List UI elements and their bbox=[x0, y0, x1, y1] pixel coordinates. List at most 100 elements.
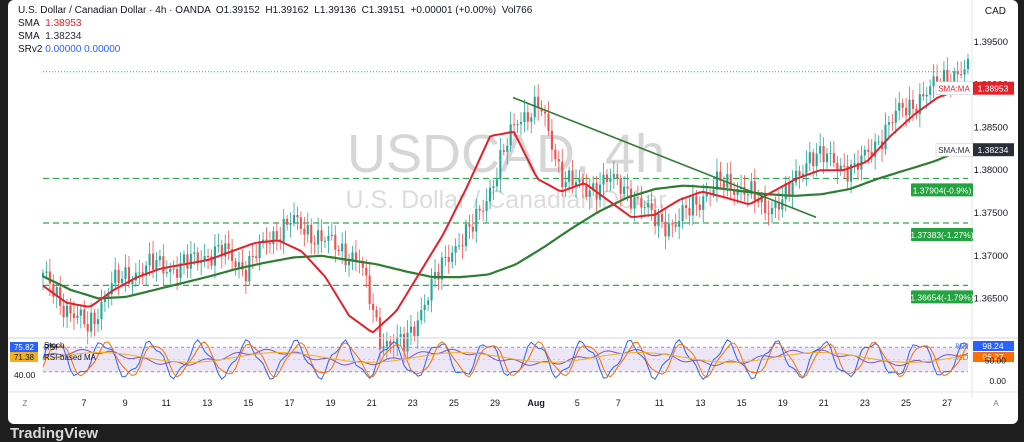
candle-body bbox=[378, 317, 382, 350]
sma-slow-tag-label: SMA:MA bbox=[938, 146, 970, 155]
candle-body bbox=[416, 320, 419, 336]
candle-body bbox=[313, 243, 316, 245]
candle-body bbox=[162, 256, 165, 274]
candle-body bbox=[932, 76, 935, 87]
time-axis-auto-button: A bbox=[993, 399, 999, 408]
candle-body bbox=[856, 162, 860, 170]
sma-slow-line bbox=[42, 149, 962, 300]
ohlc-low: L1.39136 bbox=[314, 5, 357, 16]
candle-body bbox=[557, 159, 560, 162]
candle-body bbox=[96, 319, 100, 325]
candle-body bbox=[399, 334, 402, 337]
price-tick-label: 1.38500 bbox=[974, 122, 1008, 133]
candle-body bbox=[774, 201, 777, 209]
candle-body bbox=[691, 196, 694, 216]
tradingview-logo: TradingView bbox=[10, 425, 99, 442]
candle-body bbox=[599, 184, 602, 200]
time-tick-label: 7 bbox=[81, 398, 86, 408]
candle-body bbox=[767, 213, 770, 215]
candle-body bbox=[217, 245, 220, 247]
candle-body bbox=[151, 253, 155, 270]
candle-body bbox=[430, 278, 433, 301]
support-level-label: 1.37904(-0.9%) bbox=[913, 185, 972, 195]
candle-body bbox=[351, 252, 354, 262]
candle-body bbox=[289, 223, 292, 225]
candle-body bbox=[179, 263, 182, 278]
candle-body bbox=[458, 245, 461, 247]
candle-body bbox=[330, 234, 333, 236]
candle-body bbox=[667, 223, 670, 237]
candle-body bbox=[62, 305, 65, 318]
sma-slow-price-value: 1.38234 bbox=[978, 145, 1009, 155]
sma-slow-legend[interactable]: SMA 1.38234 bbox=[18, 31, 82, 42]
sma-slow-price-badge bbox=[973, 143, 1014, 157]
osc-right-badge bbox=[973, 352, 1014, 362]
candle-body bbox=[241, 262, 244, 270]
candle-body bbox=[812, 152, 815, 167]
osc-left-badge bbox=[10, 342, 38, 352]
sma-slow-value: 1.38234 bbox=[45, 31, 82, 42]
candle-body bbox=[347, 261, 351, 266]
candle-body bbox=[107, 294, 110, 299]
candle-body bbox=[138, 272, 141, 274]
candle-body bbox=[574, 182, 578, 186]
candle-body bbox=[877, 141, 880, 143]
time-tick-label: 29 bbox=[490, 398, 500, 408]
candle-body bbox=[894, 110, 897, 123]
currency-label: CAD bbox=[984, 6, 1006, 17]
candle-body bbox=[623, 186, 626, 194]
srv2-legend[interactable]: SRv2 0.00000 0.00000 bbox=[18, 44, 121, 55]
candle-body bbox=[660, 213, 664, 222]
chart-canvas[interactable]: USDCAD, 4hU.S. Dollar / Canadian Dollar1… bbox=[8, 0, 1018, 424]
candle-body bbox=[361, 262, 364, 268]
candle-body bbox=[354, 252, 357, 262]
candle-body bbox=[777, 201, 780, 210]
candle-body bbox=[482, 210, 485, 212]
candle-body bbox=[227, 243, 230, 250]
candle-body bbox=[440, 257, 443, 280]
candle-body bbox=[344, 243, 347, 266]
candle-body bbox=[657, 213, 660, 227]
sma-fast-legend[interactable]: SMA 1.38953 bbox=[18, 18, 82, 29]
candle-body bbox=[843, 165, 846, 167]
candle-body bbox=[90, 312, 93, 332]
candle-body bbox=[540, 108, 543, 112]
candle-body bbox=[389, 341, 392, 346]
time-tick-label: 13 bbox=[695, 398, 705, 408]
candle-body bbox=[409, 326, 412, 333]
candle-body bbox=[244, 269, 247, 282]
candle-body bbox=[158, 256, 161, 261]
osc-right-tag: %K bbox=[956, 342, 969, 351]
osc-left-marker: 40.00 bbox=[14, 370, 36, 380]
candle-body bbox=[825, 153, 829, 163]
candle-body bbox=[189, 253, 192, 269]
candle-body bbox=[901, 102, 904, 108]
osc-right-tag: %D bbox=[956, 353, 969, 362]
candle-body bbox=[956, 71, 959, 75]
candle-body bbox=[963, 69, 966, 75]
candle-body bbox=[124, 267, 127, 279]
time-tick-label: 13 bbox=[202, 398, 212, 408]
candle-body bbox=[523, 112, 526, 122]
candle-body bbox=[684, 205, 688, 209]
candle-body bbox=[578, 179, 581, 183]
candle-body bbox=[461, 245, 464, 247]
candle-body bbox=[495, 179, 498, 187]
candle-body bbox=[182, 254, 186, 264]
candle-body bbox=[592, 183, 595, 191]
candle-body bbox=[368, 275, 371, 304]
candle-body bbox=[506, 145, 509, 152]
time-tick-label: 11 bbox=[162, 398, 171, 408]
candle-body bbox=[127, 267, 131, 284]
candle-body bbox=[629, 188, 633, 209]
price-tick-label: 1.38000 bbox=[974, 165, 1008, 176]
candle-body bbox=[867, 149, 870, 152]
candle-body bbox=[715, 171, 719, 190]
candle-body bbox=[636, 197, 639, 199]
support-level-label: 1.37383(-1.27%) bbox=[910, 230, 973, 240]
price-tick-label: 1.39500 bbox=[974, 37, 1008, 48]
symbol-header[interactable]: U.S. Dollar / Canadian Dollar · 4h · OAN… bbox=[18, 5, 532, 16]
candle-body bbox=[795, 170, 798, 183]
candle-body bbox=[148, 253, 151, 266]
candle-body bbox=[846, 165, 849, 182]
